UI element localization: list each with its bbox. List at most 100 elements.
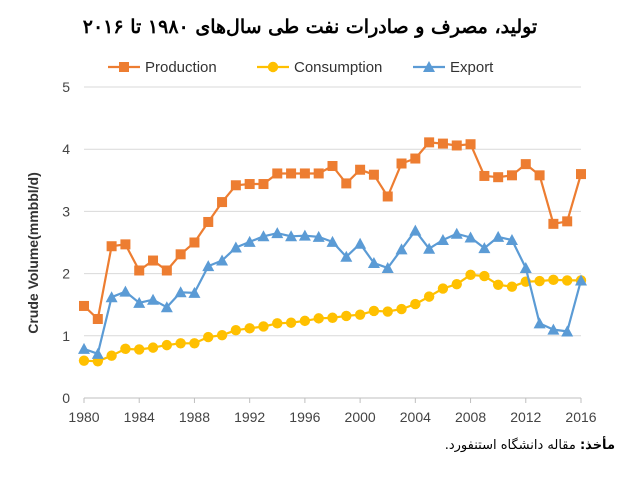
legend-consumption-marker (267, 61, 279, 73)
production-point (382, 191, 393, 202)
export-point (133, 296, 146, 308)
consumption-point (561, 275, 573, 286)
export-point (519, 262, 532, 274)
production-point (120, 239, 131, 250)
consumption-point (465, 269, 476, 281)
consumption-point (175, 338, 186, 349)
consumption-point (161, 339, 173, 351)
export-point (285, 230, 298, 242)
export-point (119, 285, 132, 297)
export-point (160, 301, 173, 313)
export-point (436, 234, 449, 246)
export-point (105, 291, 118, 303)
consumption-point (437, 283, 449, 294)
production-point (506, 170, 517, 181)
export-point (505, 234, 518, 246)
consumption-point (410, 298, 421, 310)
consumption-point (285, 317, 297, 328)
export-point (147, 293, 160, 305)
export-point (243, 235, 256, 247)
consumption-point (244, 323, 255, 334)
legend-consumption-label: Consumption (294, 59, 382, 76)
y-tick-label: 2 (62, 266, 70, 282)
gridlines (84, 86, 581, 337)
production-point (355, 164, 366, 175)
production-point (175, 249, 186, 260)
x-tick-label: 2008 (455, 409, 486, 425)
consumption-point (189, 338, 200, 349)
source-text: مقاله دانشگاه استنفورد. (444, 438, 576, 453)
source-note: مأخذ: مقاله دانشگاه استنفورد. (445, 438, 615, 453)
export-point (174, 286, 187, 298)
consumption-point (354, 309, 366, 320)
chart-title: تولید، مصرف و صادرات نفت طی سال‌های ۱۹۸۰… (83, 16, 537, 38)
production-point (341, 178, 352, 189)
consumption-point (479, 270, 490, 282)
production-point (313, 168, 324, 179)
export-point (450, 227, 463, 239)
x-tick-label: 2004 (400, 409, 431, 425)
production-point (161, 265, 172, 276)
export-point (312, 230, 325, 242)
export-point (354, 237, 367, 249)
production-point (79, 300, 89, 311)
export-point (575, 274, 587, 286)
production-point (92, 314, 103, 325)
consumption-point (506, 281, 518, 292)
export-point (464, 231, 477, 243)
x-tick-label: 1996 (289, 409, 320, 425)
y-tick-label: 0 (62, 390, 70, 406)
consumption-point (534, 275, 545, 287)
production-point (437, 138, 448, 149)
consumption-point (120, 343, 131, 355)
x-tick-label: 2012 (510, 409, 541, 425)
export-point (257, 230, 270, 242)
x-tick-label: 1980 (68, 409, 99, 425)
production-point (327, 160, 338, 171)
production-point (424, 137, 435, 148)
production-point (106, 241, 117, 252)
export-point (561, 325, 574, 337)
consumption-point (396, 303, 407, 315)
y-tick-label: 1 (62, 328, 70, 344)
production-point (368, 169, 379, 180)
consumption-point (203, 331, 214, 343)
legend-production-label: Production (145, 59, 217, 76)
production-point (479, 170, 490, 181)
export-point (409, 224, 422, 236)
production-point (299, 168, 310, 179)
plot-area (78, 137, 587, 367)
export-point (91, 347, 104, 359)
consumption-point (216, 329, 228, 341)
y-tick-label: 3 (62, 203, 70, 219)
export-point (216, 254, 229, 266)
export-point (326, 235, 339, 247)
legend-production-marker (119, 62, 129, 72)
legend: Production Consumption Export (108, 59, 494, 76)
consumption-point (548, 274, 559, 286)
production-point (258, 179, 269, 190)
consumption-point (492, 279, 504, 290)
production-point (451, 140, 462, 151)
x-tick-label: 1988 (179, 409, 210, 425)
consumption-point (258, 321, 269, 332)
consumption-point (451, 278, 462, 290)
consumption-point (134, 344, 145, 355)
x-tick-label: 1984 (124, 409, 155, 425)
export-point (340, 250, 353, 262)
x-tick-label: 2000 (345, 409, 376, 425)
production-point (148, 255, 159, 266)
axes: 0 1 2 3 4 5 1980 1984 1988 1992 1996 2000 2004 2008 20… (62, 79, 597, 425)
consumption-point (313, 313, 324, 324)
production-point (396, 158, 407, 169)
production-point (286, 168, 297, 179)
consumption-point (230, 325, 242, 336)
consumption-point (368, 305, 380, 317)
export-point (367, 257, 380, 269)
consumption-point (106, 350, 117, 361)
export-point (271, 227, 284, 239)
x-tick-label: 2016 (565, 409, 596, 425)
y-tick-label: 5 (62, 79, 70, 95)
production-point (272, 168, 283, 179)
